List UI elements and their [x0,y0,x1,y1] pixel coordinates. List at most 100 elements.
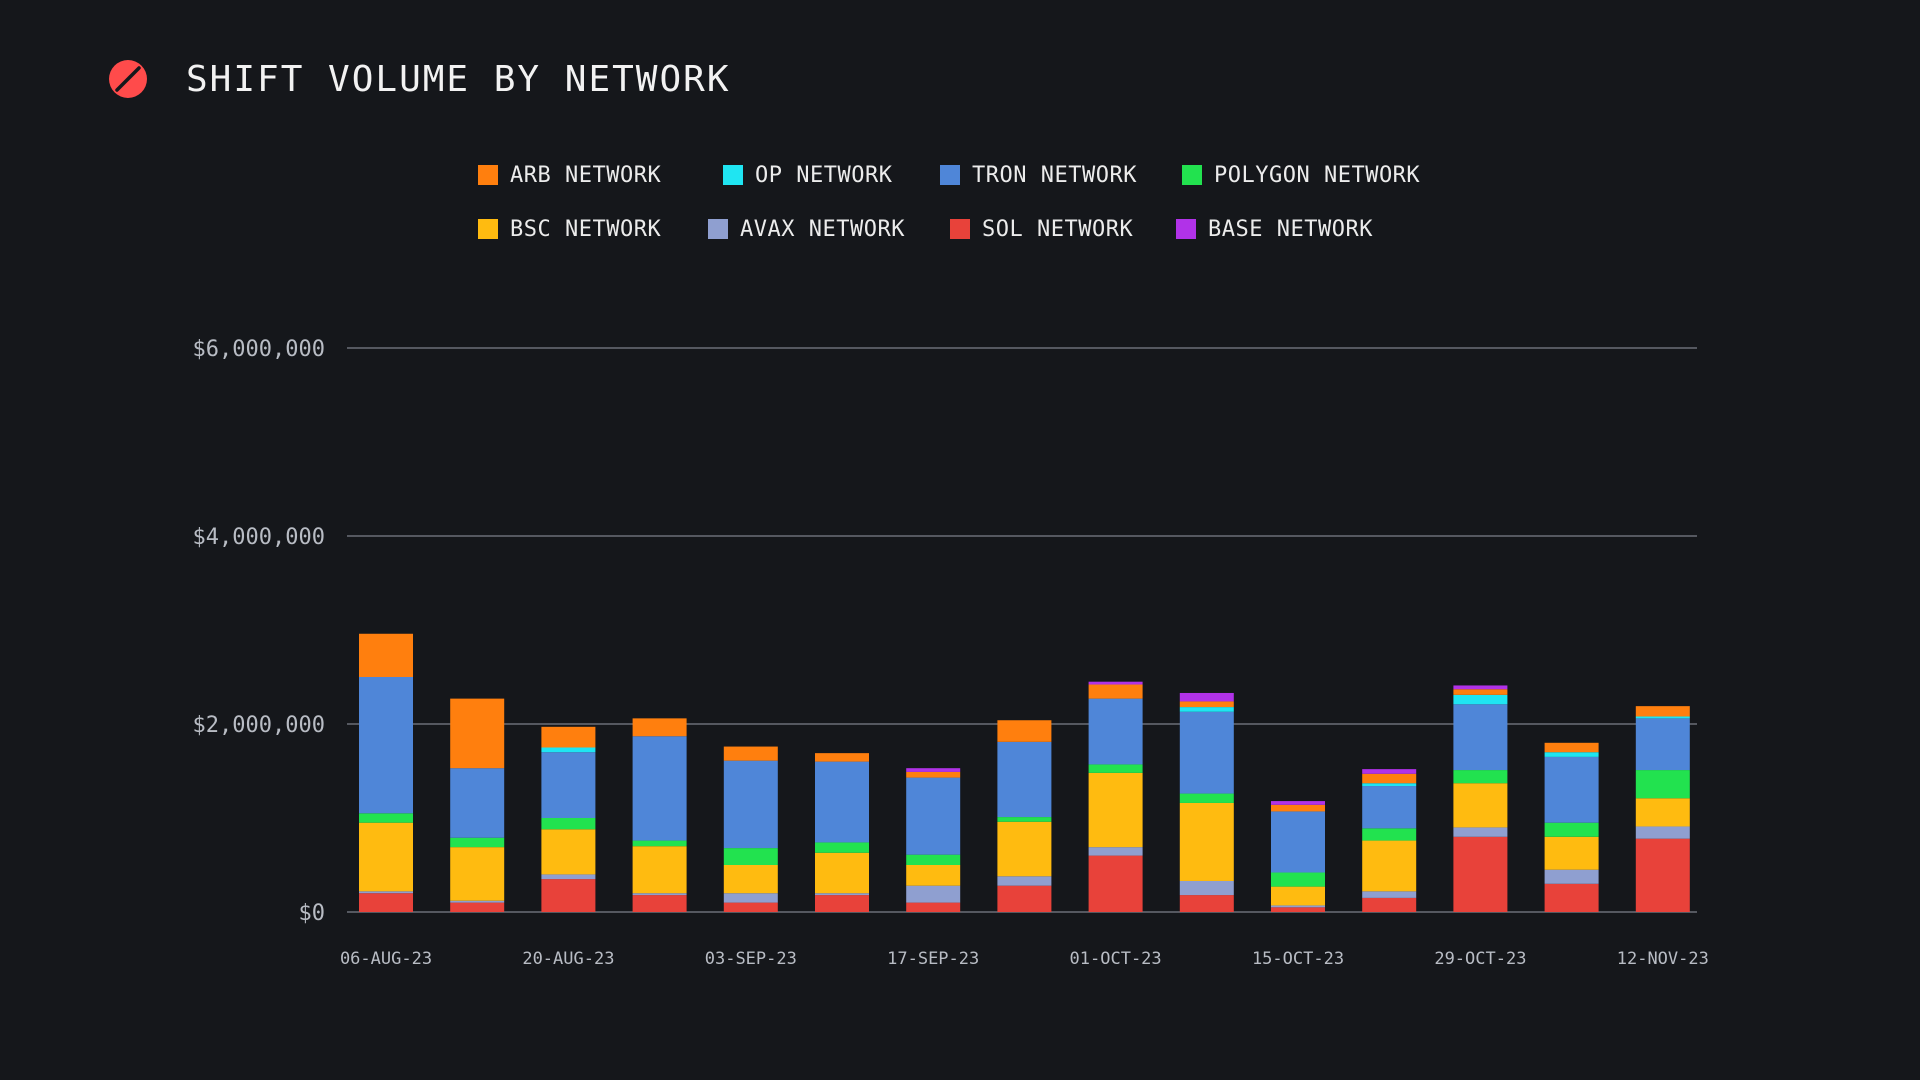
bar-segment[interactable] [359,891,413,894]
legend-item-sol[interactable]: SOL NETWORK [950,214,1133,244]
bar-segment[interactable] [1635,718,1690,771]
bar-segment[interactable] [1179,880,1234,896]
bar-segment[interactable] [1088,684,1143,699]
bar-segment[interactable] [450,698,505,769]
bar-segment[interactable] [1635,716,1690,719]
legend-item-arb[interactable]: ARB NETWORK [478,160,661,190]
bar-segment[interactable] [450,837,505,848]
bar-segment[interactable] [450,768,505,838]
bar-segment[interactable] [632,895,687,912]
bar-segment[interactable] [1362,769,1417,774]
bar-segment[interactable] [723,760,778,849]
bar-segment[interactable] [1635,706,1690,717]
bar-segment[interactable] [359,633,413,677]
bar-segment[interactable] [1362,786,1417,829]
bar-segment[interactable] [1453,836,1508,912]
legend-item-bsc[interactable]: BSC NETWORK [478,214,661,244]
legend-item-base[interactable]: BASE NETWORK [1176,214,1373,244]
bar-segment[interactable] [1453,685,1508,690]
bar-segment[interactable] [632,846,687,894]
bar-segment[interactable] [541,818,596,830]
bar-segment[interactable] [1088,698,1143,765]
bar-segment[interactable] [1453,694,1508,705]
bar-segment[interactable] [1544,836,1599,870]
bar-segment[interactable] [815,895,869,912]
bar-segment[interactable] [359,677,413,814]
bar-segment[interactable] [723,893,778,903]
bar-segment[interactable] [1362,891,1417,898]
bar-segment[interactable] [815,761,869,843]
bar-segment[interactable] [723,746,778,761]
bar-segment[interactable] [815,753,869,762]
bar-segment[interactable] [723,902,778,912]
bar-segment[interactable] [541,874,596,880]
bar-segment[interactable] [1362,773,1417,784]
bar-segment[interactable] [1544,752,1599,757]
bar-segment[interactable] [906,902,961,912]
bar-segment[interactable] [359,822,413,892]
bar-segment[interactable] [541,726,596,748]
bar-segment[interactable] [1179,711,1234,794]
bar-segment[interactable] [1271,907,1325,912]
legend-item-op[interactable]: OP NETWORK [723,160,892,190]
bar-segment[interactable] [1453,827,1508,837]
bar-segment[interactable] [1362,783,1417,787]
bar-segment[interactable] [1635,770,1690,799]
bar-segment[interactable] [1271,905,1325,908]
legend-item-avax[interactable]: AVAX NETWORK [708,214,905,244]
bar-segment[interactable] [1271,886,1325,906]
bar-segment[interactable] [1088,764,1143,773]
bar-segment[interactable] [1453,704,1508,771]
bar-segment[interactable] [997,885,1052,912]
bar-segment[interactable] [997,821,1052,877]
bar-segment[interactable] [541,752,596,818]
bar-segment[interactable] [1179,707,1234,712]
bar-segment[interactable] [906,885,961,903]
bar-segment[interactable] [359,893,413,912]
bar-segment[interactable] [541,879,596,912]
bar-segment[interactable] [1088,772,1143,848]
bar-segment[interactable] [997,720,1052,742]
bar-segment[interactable] [632,840,687,847]
bar-segment[interactable] [1453,689,1508,695]
bar-segment[interactable] [1362,897,1417,912]
bar-segment[interactable] [906,854,961,865]
bar-segment[interactable] [723,865,778,894]
bar-segment[interactable] [1179,793,1234,803]
bar-segment[interactable] [1544,869,1599,884]
bar-segment[interactable] [1179,802,1234,881]
bar-segment[interactable] [815,852,869,894]
bar-segment[interactable] [997,876,1052,886]
bar-segment[interactable] [1271,801,1325,805]
bar-segment[interactable] [1635,826,1690,839]
bar-segment[interactable] [723,848,778,865]
bar-segment[interactable] [815,893,869,896]
bar-segment[interactable] [906,865,961,886]
bar-segment[interactable] [1271,804,1325,812]
bar-segment[interactable] [1179,701,1234,708]
bar-segment[interactable] [1271,811,1325,873]
bar-segment[interactable] [450,900,505,903]
bar-segment[interactable] [1544,756,1599,823]
bar-segment[interactable] [906,771,961,778]
bar-segment[interactable] [997,817,1052,822]
bar-segment[interactable] [1544,883,1599,912]
legend-item-tron[interactable]: TRON NETWORK [940,160,1137,190]
bar-segment[interactable] [1179,895,1234,912]
legend-item-polygon[interactable]: POLYGON NETWORK [1182,160,1420,190]
bar-segment[interactable] [359,813,413,823]
bar-segment[interactable] [1271,872,1325,887]
bar-segment[interactable] [1088,855,1143,912]
bar-segment[interactable] [632,736,687,841]
bar-segment[interactable] [632,718,687,737]
bar-segment[interactable] [1635,838,1690,912]
bar-segment[interactable] [450,902,505,912]
bar-segment[interactable] [1179,692,1234,702]
bar-segment[interactable] [1453,770,1508,784]
bar-segment[interactable] [1544,742,1599,753]
bar-segment[interactable] [632,893,687,896]
bar-segment[interactable] [1453,783,1508,828]
bar-segment[interactable] [1088,681,1143,685]
bar-segment[interactable] [906,768,961,772]
bar-segment[interactable] [1544,822,1599,837]
